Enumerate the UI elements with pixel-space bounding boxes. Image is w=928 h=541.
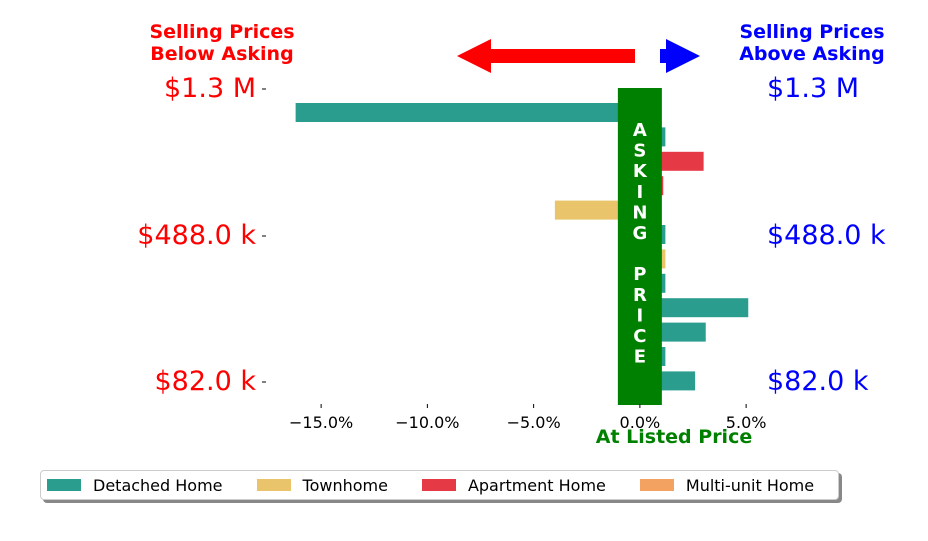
x-tick-label: 5.0% bbox=[726, 413, 767, 432]
legend-item-townhome: Townhome bbox=[256, 475, 388, 495]
x-tick-label: −5.0% bbox=[507, 413, 561, 432]
asking-banner-letter: C bbox=[633, 326, 646, 347]
right-arrow-icon bbox=[660, 39, 700, 73]
legend-label-townhome: Townhome bbox=[302, 475, 388, 495]
bar-detached-home-0 bbox=[295, 103, 640, 122]
legend: Detached Home Townhome Apartment Home Mu… bbox=[40, 470, 839, 500]
below-asking-header-line1: Selling Prices bbox=[149, 21, 295, 43]
asking-banner-letter: N bbox=[632, 202, 647, 223]
below-asking-header: Selling Prices Below Asking bbox=[120, 21, 324, 65]
asking-banner-letter: S bbox=[633, 141, 646, 162]
asking-banner-letter: A bbox=[633, 120, 647, 141]
at-listed-price-label: At Listed Price bbox=[595, 426, 753, 448]
above-asking-header-line1: Selling Prices bbox=[739, 21, 885, 43]
asking-banner-letter: I bbox=[637, 182, 644, 203]
asking-price-banner bbox=[617, 88, 662, 405]
x-tick-label: −10.0% bbox=[395, 413, 459, 432]
left-price-label-top: $1.3 M bbox=[164, 73, 256, 104]
legend-swatch-apartment bbox=[421, 479, 456, 491]
right-price-label-middle: $488.0 k bbox=[767, 220, 886, 251]
x-tick-label: −15.0% bbox=[289, 413, 353, 432]
asking-banner-letter: E bbox=[634, 347, 646, 368]
legend-label-multiunit: Multi-unit Home bbox=[685, 475, 815, 495]
above-asking-header: Selling Prices Above Asking bbox=[710, 21, 914, 65]
left-price-label-middle: $488.0 k bbox=[137, 220, 256, 251]
legend-label-apartment: Apartment Home bbox=[467, 475, 606, 495]
asking-banner-letter: G bbox=[632, 223, 647, 244]
legend-item-apartment: Apartment Home bbox=[421, 475, 606, 495]
left-arrow-icon bbox=[457, 39, 635, 73]
legend-item-multiunit: Multi-unit Home bbox=[639, 475, 815, 495]
direction-arrows bbox=[457, 39, 700, 73]
legend-swatch-townhome bbox=[256, 479, 291, 491]
bar-detached-home-8 bbox=[639, 298, 749, 318]
asking-banner-letter: P bbox=[633, 264, 646, 285]
left-price-label-bottom: $82.0 k bbox=[154, 366, 256, 397]
asking-banner-letter: K bbox=[633, 161, 648, 182]
below-asking-header-line2: Below Asking bbox=[150, 43, 294, 65]
right-price-label-bottom: $82.0 k bbox=[767, 366, 869, 397]
legend-label-detached: Detached Home bbox=[93, 475, 223, 495]
x-tick-label: 0.0% bbox=[620, 413, 661, 432]
legend-swatch-detached bbox=[47, 479, 81, 491]
right-price-label-top: $1.3 M bbox=[767, 73, 859, 104]
legend-swatch-multiunit bbox=[639, 479, 674, 491]
asking-banner-letter: I bbox=[637, 305, 644, 326]
legend-item-detached: Detached Home bbox=[47, 476, 223, 495]
above-asking-header-line2: Above Asking bbox=[739, 43, 885, 65]
asking-banner-letter: R bbox=[633, 285, 647, 306]
